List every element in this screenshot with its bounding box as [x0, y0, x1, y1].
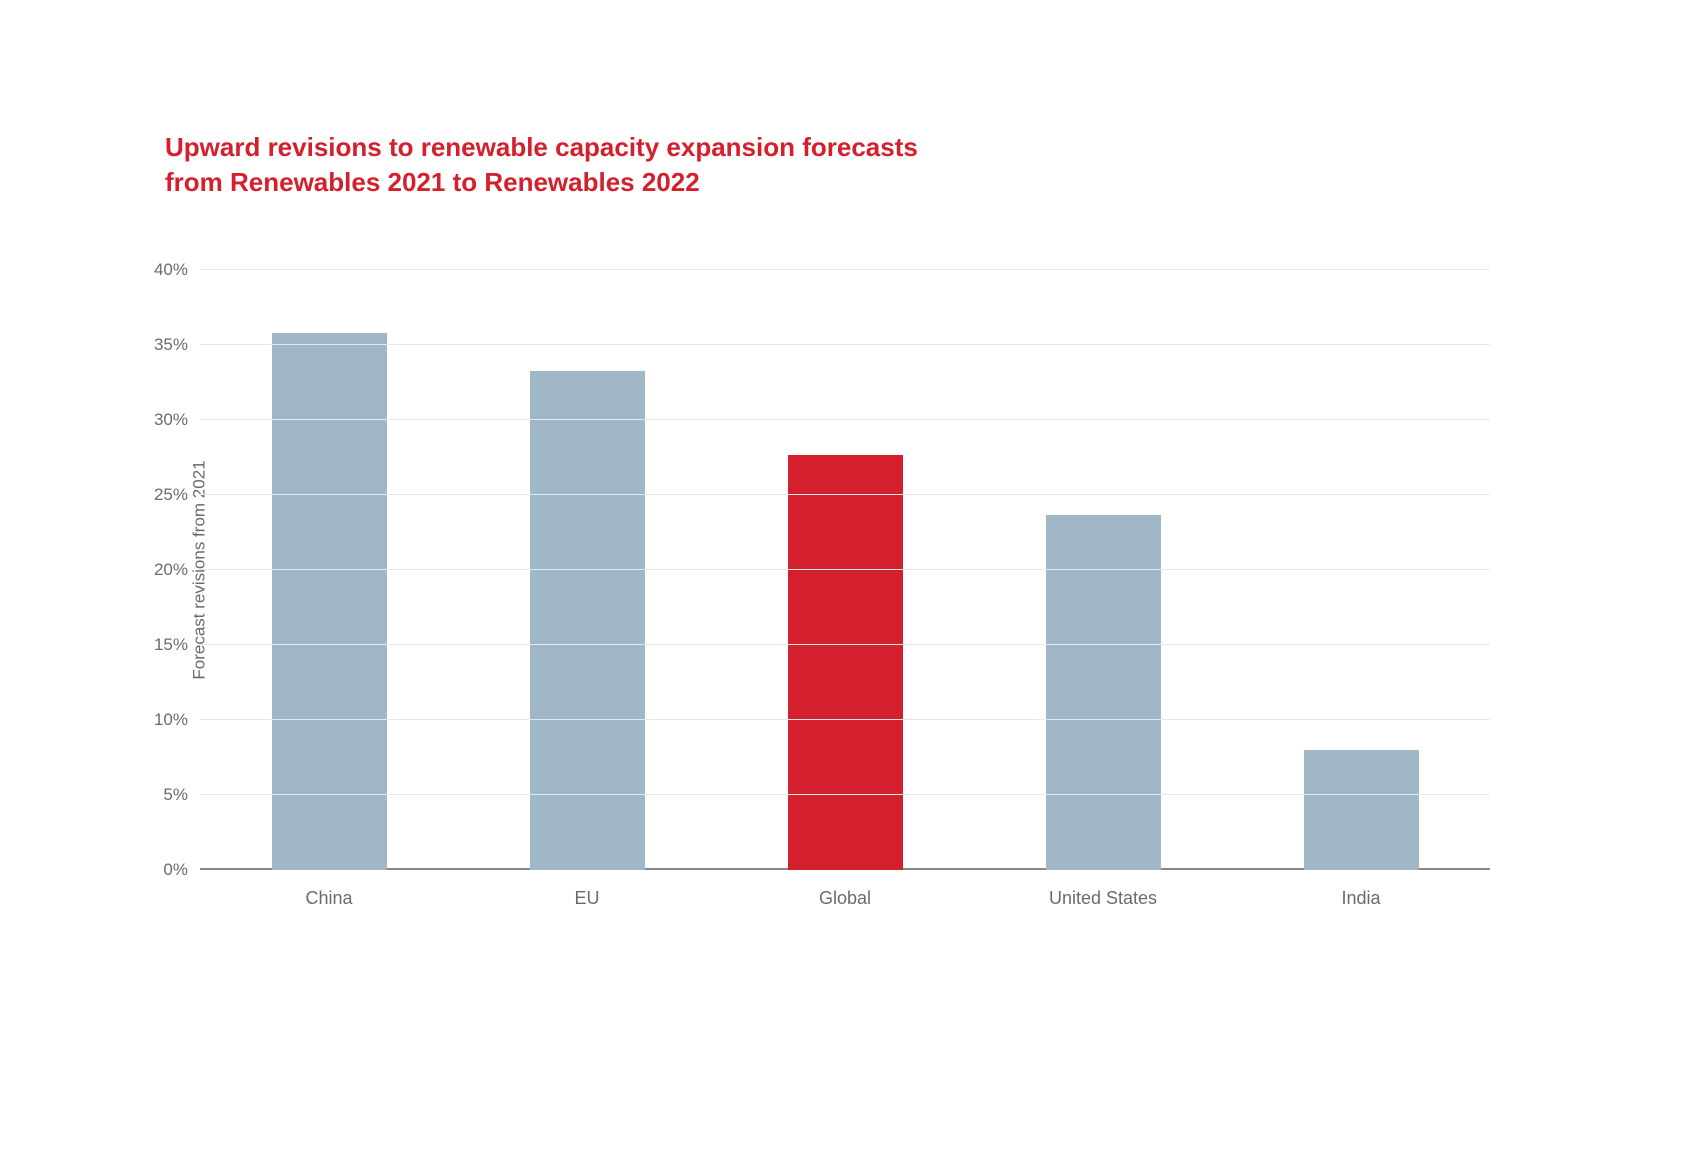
grid-line: [200, 644, 1490, 645]
grid-line: [200, 719, 1490, 720]
plot-area: ChinaEUGlobalUnited StatesIndia 0%5%10%1…: [200, 270, 1490, 870]
y-tick-label: 30%: [154, 410, 188, 430]
grid-line: [200, 344, 1490, 345]
y-tick-label: 25%: [154, 485, 188, 505]
grid-line: [200, 419, 1490, 420]
chart-title-line1: Upward revisions to renewable capacity e…: [165, 132, 918, 162]
grid-line: [200, 794, 1490, 795]
bars-container: ChinaEUGlobalUnited StatesIndia: [200, 270, 1490, 870]
bar-group: Global: [716, 270, 974, 870]
x-tick-label: United States: [1049, 888, 1157, 909]
bar: [530, 371, 645, 871]
y-tick-label: 5%: [163, 785, 188, 805]
grid-line: [200, 569, 1490, 570]
bar-group: China: [200, 270, 458, 870]
bar: [272, 333, 387, 870]
grid-line: [200, 269, 1490, 270]
bar: [788, 455, 903, 871]
bar: [1304, 750, 1419, 870]
y-tick-label: 40%: [154, 260, 188, 280]
bar-group: India: [1232, 270, 1490, 870]
plot-wrapper: Forecast revisions from 2021 ChinaEUGlob…: [130, 270, 1565, 870]
chart-title: Upward revisions to renewable capacity e…: [165, 130, 1565, 200]
y-tick-label: 0%: [163, 860, 188, 880]
x-tick-label: China: [305, 888, 352, 909]
bar-group: EU: [458, 270, 716, 870]
y-tick-label: 20%: [154, 560, 188, 580]
grid-line: [200, 494, 1490, 495]
bar: [1046, 515, 1161, 871]
chart-container: Upward revisions to renewable capacity e…: [165, 130, 1565, 870]
x-tick-label: India: [1341, 888, 1380, 909]
y-tick-label: 10%: [154, 710, 188, 730]
bar-group: United States: [974, 270, 1232, 870]
x-tick-label: Global: [819, 888, 871, 909]
y-tick-label: 15%: [154, 635, 188, 655]
chart-title-line2: from Renewables 2021 to Renewables 2022: [165, 167, 700, 197]
y-tick-label: 35%: [154, 335, 188, 355]
x-tick-label: EU: [574, 888, 599, 909]
